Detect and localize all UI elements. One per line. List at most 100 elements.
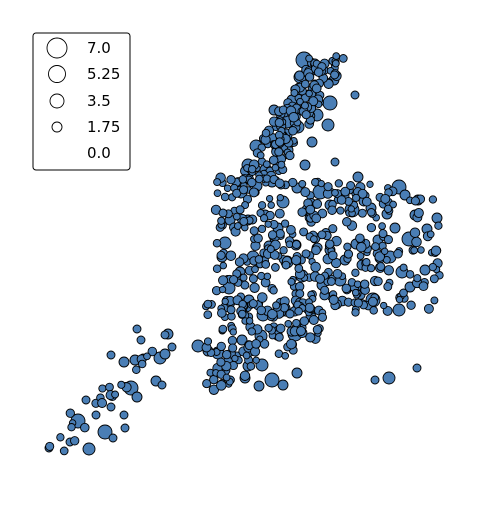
map-point-marker bbox=[279, 246, 288, 255]
map-point-marker bbox=[292, 318, 301, 328]
map-point-marker bbox=[218, 275, 229, 286]
map-point-marker bbox=[251, 265, 259, 274]
map-point-marker bbox=[330, 157, 340, 167]
legend-entry: 0.0 bbox=[87, 144, 111, 162]
map-point-marker bbox=[266, 245, 275, 254]
map-point-marker bbox=[106, 350, 116, 360]
map-point-marker bbox=[277, 379, 289, 391]
legend-entry: 3.5 bbox=[49, 92, 111, 110]
map-point-marker bbox=[327, 277, 336, 286]
map-point-marker bbox=[332, 268, 343, 279]
map-point-marker bbox=[247, 327, 256, 336]
map-point-marker bbox=[299, 159, 311, 171]
map-point-marker bbox=[409, 227, 421, 238]
map-point-marker bbox=[331, 59, 340, 68]
map-point-marker bbox=[380, 301, 388, 310]
map-point-marker bbox=[340, 186, 351, 197]
map-point-marker bbox=[271, 263, 280, 272]
map-point-marker bbox=[317, 179, 325, 188]
map-point-marker bbox=[253, 380, 265, 392]
map-point-marker bbox=[247, 177, 257, 188]
map-point-marker bbox=[301, 249, 311, 259]
map-point-marker bbox=[257, 224, 267, 234]
legend-entry: 1.75 bbox=[51, 118, 120, 136]
map-point-marker bbox=[228, 343, 238, 353]
map-point-marker bbox=[275, 137, 285, 147]
legend-entry: 5.25 bbox=[48, 65, 120, 83]
map-point-marker bbox=[383, 235, 393, 245]
map-point-marker bbox=[256, 305, 267, 316]
map-point-marker bbox=[334, 179, 343, 188]
map-point-marker bbox=[239, 185, 249, 195]
map-point-marker bbox=[410, 196, 420, 206]
map-point-marker bbox=[369, 306, 378, 315]
map-point-marker bbox=[108, 433, 118, 443]
map-point-marker bbox=[423, 303, 434, 314]
map-point-marker bbox=[216, 250, 226, 260]
map-point-marker bbox=[239, 216, 249, 226]
map-point-marker bbox=[325, 239, 335, 249]
map-point-marker bbox=[117, 380, 126, 389]
map-point-marker bbox=[225, 250, 237, 261]
map-point-marker bbox=[157, 380, 167, 390]
map-point-marker bbox=[288, 126, 298, 136]
map-point-marker bbox=[261, 128, 271, 138]
legend-label: 0.0 bbox=[87, 144, 111, 162]
map-point-marker bbox=[285, 240, 294, 249]
map-point-marker bbox=[288, 111, 299, 123]
map-point-marker bbox=[367, 208, 376, 217]
map-point-marker bbox=[311, 83, 322, 94]
map-point-marker bbox=[310, 261, 321, 273]
map-point-marker bbox=[312, 325, 323, 335]
map-point-marker bbox=[311, 213, 322, 224]
map-point-marker bbox=[351, 308, 360, 317]
legend-marker bbox=[51, 121, 63, 133]
map-point-marker bbox=[413, 207, 424, 219]
map-point-marker bbox=[399, 263, 408, 272]
map-point-marker bbox=[98, 384, 107, 393]
map-point-marker bbox=[353, 280, 362, 288]
map-point-marker bbox=[429, 274, 439, 284]
map-point-marker bbox=[392, 303, 406, 317]
map-point-marker bbox=[328, 224, 338, 234]
map-point-marker bbox=[91, 410, 101, 420]
map-point-marker bbox=[274, 178, 285, 189]
map-point-marker bbox=[219, 261, 228, 270]
map-point-marker bbox=[355, 233, 365, 243]
map-point-marker bbox=[249, 282, 260, 293]
map-point-marker bbox=[218, 208, 228, 218]
map-point-marker bbox=[299, 316, 310, 326]
map-point-marker bbox=[430, 296, 439, 305]
map-point-marker bbox=[106, 402, 116, 412]
map-point-marker bbox=[143, 352, 151, 361]
map-point-marker bbox=[301, 101, 309, 110]
map-point-marker bbox=[294, 307, 303, 316]
map-point-marker bbox=[343, 242, 352, 251]
map-point-marker bbox=[203, 299, 213, 309]
map-point-marker bbox=[406, 300, 416, 310]
map-point-marker bbox=[312, 199, 323, 209]
map-point-marker bbox=[304, 302, 315, 313]
map-point-marker bbox=[352, 193, 361, 202]
map-point-marker bbox=[267, 308, 278, 320]
map-point-marker bbox=[347, 205, 355, 213]
map-point-marker bbox=[362, 258, 371, 267]
map-point-marker bbox=[382, 371, 396, 385]
map-point-marker bbox=[120, 423, 130, 433]
map-point-marker bbox=[317, 230, 327, 240]
map-point-marker bbox=[310, 235, 318, 243]
map-point-marker bbox=[242, 351, 251, 360]
map-point-marker bbox=[356, 241, 367, 253]
map-point-marker bbox=[328, 294, 339, 305]
map-point-marker bbox=[65, 408, 75, 418]
map-point-marker bbox=[357, 188, 368, 199]
map-point-marker bbox=[431, 212, 443, 224]
map-point-marker bbox=[274, 332, 284, 342]
map-point-marker bbox=[213, 189, 222, 198]
map-point-marker bbox=[395, 295, 404, 304]
map-point-marker bbox=[82, 442, 96, 456]
map-point-marker bbox=[327, 205, 337, 215]
map-point-marker bbox=[410, 246, 419, 255]
map-point-marker bbox=[380, 193, 391, 204]
